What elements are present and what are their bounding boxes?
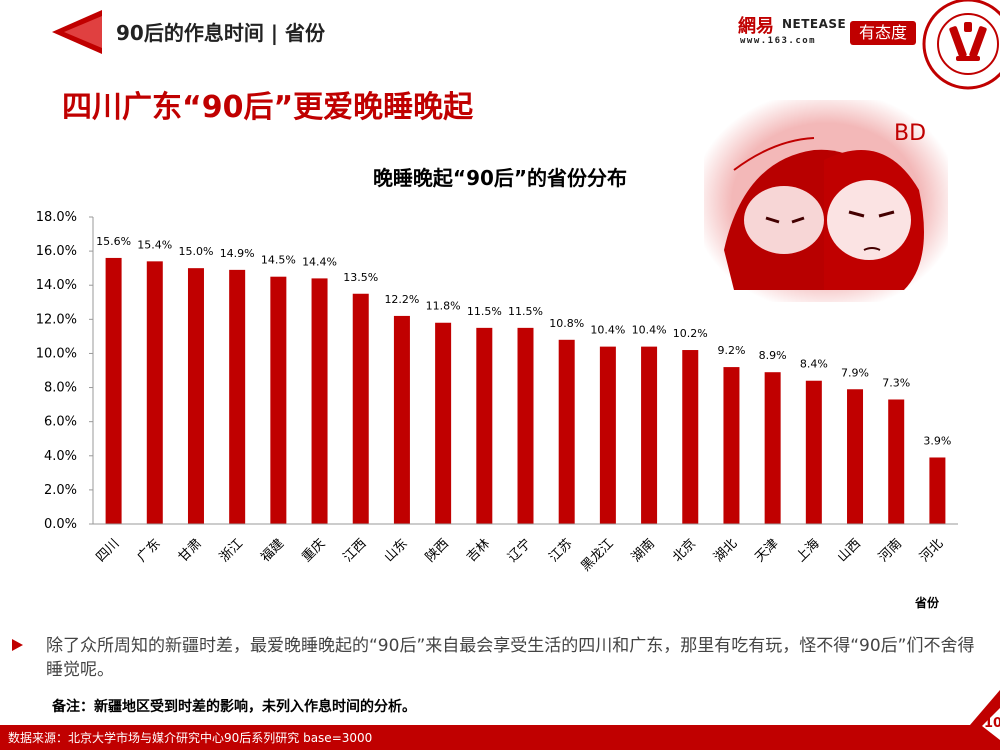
bar — [805, 380, 822, 524]
bar — [146, 261, 163, 524]
bar-value-label: 15.4% — [137, 238, 172, 251]
main-title: 四川广东“90后”更爱晚睡晚起 — [62, 90, 474, 125]
bar-value-label: 10.4% — [590, 324, 625, 337]
x-tick-label: 福建 — [258, 536, 287, 565]
y-tick-label: 0.0% — [44, 517, 77, 532]
x-tick-label: 江西 — [341, 536, 370, 565]
bar-value-label: 8.9% — [759, 349, 787, 362]
x-tick-label: 重庆 — [299, 536, 329, 566]
svg-text:BD: BD — [894, 121, 926, 146]
x-tick-label: 北京 — [670, 536, 699, 565]
x-tick-label: 山东 — [382, 536, 411, 565]
y-tick-label: 10.0% — [36, 346, 77, 361]
bar-value-label: 14.4% — [302, 255, 337, 268]
bullet-text: 除了众所周知的新疆时差，最爱晚睡晚起的“90后”来自最会享受生活的四川和广东，那… — [46, 636, 975, 680]
x-tick-label: 河北 — [917, 536, 946, 565]
bar — [229, 269, 246, 524]
x-tick-label: 四川 — [93, 536, 122, 565]
bullet-triangle-icon — [12, 639, 23, 651]
youtaidu-logo: 有态度 — [850, 21, 916, 45]
bar-value-label: 13.5% — [343, 271, 378, 284]
bar-value-label: 15.0% — [178, 245, 213, 258]
x-tick-label: 陕西 — [423, 536, 452, 565]
bar-value-label: 7.9% — [841, 366, 869, 379]
x-tick-label: 湖南 — [628, 536, 658, 566]
bar-value-label: 3.9% — [923, 434, 951, 447]
bar — [847, 389, 864, 524]
x-tick-label: 天津 — [752, 536, 781, 565]
bar — [435, 322, 452, 524]
footer-source: 数据来源：北京大学市场与媒介研究中心90后系列研究 base=3000 — [8, 731, 373, 745]
bar — [105, 257, 122, 524]
cartoon-sleepy-girls-illustration: BD — [704, 100, 948, 302]
bar-value-label: 14.9% — [220, 247, 255, 260]
header-arrow-icon — [52, 10, 102, 54]
y-tick-label: 18.0% — [36, 210, 77, 225]
bar — [476, 327, 493, 524]
bar-chart: 0.0% 2.0% 4.0% 6.0% 8.0% 10.0% 12.0% 14.0% 16.0%… — [36, 210, 958, 574]
netease-logo: 網易 NETEASE www.163.com — [738, 12, 848, 48]
x-tick-label: 甘肃 — [176, 536, 205, 565]
bar-value-label: 15.6% — [96, 235, 131, 248]
netease-logo-url: www.163.com — [740, 36, 817, 46]
bar-value-label: 11.5% — [467, 305, 502, 318]
bars-group — [105, 257, 946, 524]
bar-value-label: 14.5% — [261, 254, 296, 267]
page-number: 10 — [984, 716, 1000, 731]
y-tick-label: 14.0% — [36, 278, 77, 293]
bar — [599, 346, 616, 524]
y-tick-label: 16.0% — [36, 244, 77, 259]
bar — [888, 399, 905, 524]
bar — [270, 276, 287, 524]
bar — [187, 268, 204, 524]
bar-value-label: 10.2% — [673, 327, 708, 340]
footer-bar — [0, 725, 1000, 750]
x-tick-label: 湖北 — [711, 536, 740, 565]
bar-value-label: 9.2% — [717, 344, 745, 357]
x-tick-label: 黑龙江 — [579, 536, 617, 574]
x-tick-label: 辽宁 — [505, 536, 535, 566]
netease-logo-cn: 網易 — [738, 16, 774, 37]
y-tick-label: 6.0% — [44, 415, 77, 430]
bar — [311, 278, 328, 524]
bar — [682, 350, 699, 524]
bar-value-label: 7.3% — [882, 376, 910, 389]
bar — [929, 457, 946, 524]
x-tick-label: 江苏 — [546, 536, 576, 566]
x-tick-label: 河南 — [875, 536, 905, 566]
bar — [517, 327, 534, 524]
x-axis-title: 省份 — [915, 596, 940, 610]
y-tick-label: 4.0% — [44, 449, 77, 464]
chart-title: 晚睡晚起“90后”的省份分布 — [372, 166, 628, 190]
x-tick-label: 上海 — [794, 536, 823, 565]
bar-value-label: 11.8% — [426, 300, 461, 313]
footer-corner-decoration — [970, 690, 1000, 750]
bar — [723, 367, 740, 524]
x-axis: 四川 广东 甘肃 浙江 福建 重庆 江西 山东 陕西 吉林 辽宁 江苏 黑龙江 湖南 北京 湖北 天津 上海 山西河… — [93, 523, 958, 574]
value-labels-group: 15.6% 15.4% 15.0% 14.9% 14.5% 14.4% 13.5% 12.2%… — [96, 235, 951, 448]
x-tick-label: 山西 — [835, 536, 864, 565]
y-tick-label: 2.0% — [44, 483, 77, 498]
bar — [764, 372, 781, 524]
bar-value-label: 10.4% — [632, 324, 667, 337]
netease-logo-en: NETEASE — [782, 17, 847, 31]
x-tick-label: 吉林 — [464, 536, 493, 565]
bar — [393, 315, 410, 524]
x-tick-label: 广东 — [135, 536, 164, 565]
bar — [641, 346, 658, 524]
x-tick-label: 浙江 — [217, 536, 246, 565]
note-text: 备注：新疆地区受到时差的影响，未列入作息时间的分析。 — [52, 699, 416, 715]
peking-university-seal-icon — [922, 0, 1000, 90]
y-tick-label: 8.0% — [44, 381, 77, 396]
bar-value-label: 10.8% — [549, 317, 584, 330]
bar-value-label: 8.4% — [800, 358, 828, 371]
bar-value-label: 12.2% — [384, 293, 419, 306]
bar — [558, 339, 575, 524]
header-title: 90后的作息时间 | 省份 — [116, 21, 326, 45]
bar — [352, 293, 369, 524]
y-tick-label: 12.0% — [36, 312, 77, 327]
bar-value-label: 11.5% — [508, 305, 543, 318]
y-axis: 0.0% 2.0% 4.0% 6.0% 8.0% 10.0% 12.0% 14.0% 16.0%… — [36, 210, 94, 532]
